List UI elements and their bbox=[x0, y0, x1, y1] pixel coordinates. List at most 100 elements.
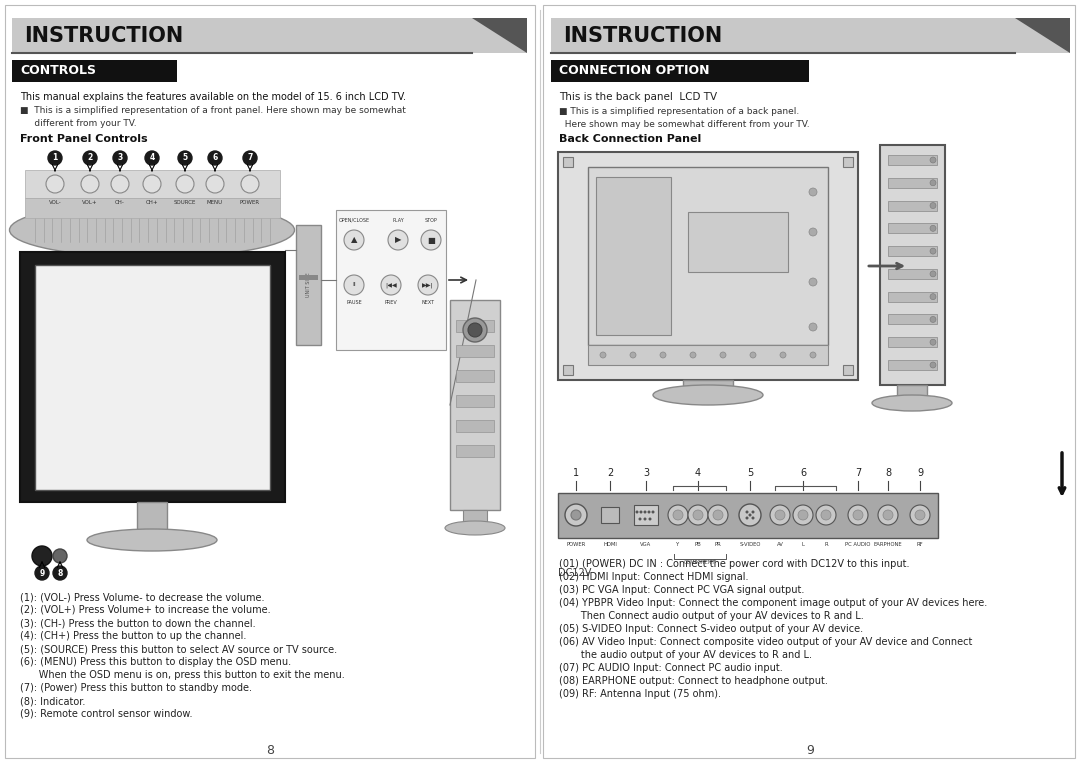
Circle shape bbox=[669, 505, 688, 525]
FancyBboxPatch shape bbox=[888, 155, 937, 165]
Text: 3: 3 bbox=[118, 153, 123, 163]
FancyBboxPatch shape bbox=[456, 420, 494, 432]
Text: 5: 5 bbox=[183, 153, 188, 163]
FancyBboxPatch shape bbox=[588, 167, 828, 345]
Circle shape bbox=[345, 275, 364, 295]
Text: 8: 8 bbox=[266, 743, 274, 756]
Circle shape bbox=[793, 505, 813, 525]
Text: (1): (VOL-) Press Volume- to decrease the volume.: (1): (VOL-) Press Volume- to decrease th… bbox=[21, 592, 265, 602]
Text: different from your TV.: different from your TV. bbox=[21, 119, 137, 128]
Circle shape bbox=[638, 517, 642, 520]
FancyBboxPatch shape bbox=[897, 385, 927, 403]
FancyBboxPatch shape bbox=[596, 177, 671, 335]
Text: UNIT SIDE: UNIT SIDE bbox=[306, 272, 311, 298]
Ellipse shape bbox=[10, 202, 295, 257]
Text: (05) S-VIDEO Input: Connect S-video output of your AV device.: (05) S-VIDEO Input: Connect S-video outp… bbox=[559, 624, 863, 634]
Circle shape bbox=[853, 510, 863, 520]
Circle shape bbox=[752, 510, 755, 513]
Ellipse shape bbox=[87, 529, 217, 551]
Circle shape bbox=[571, 510, 581, 520]
Text: PLAY: PLAY bbox=[392, 218, 404, 223]
FancyBboxPatch shape bbox=[888, 246, 937, 256]
Circle shape bbox=[565, 504, 588, 526]
FancyBboxPatch shape bbox=[688, 212, 788, 272]
Circle shape bbox=[673, 510, 683, 520]
Circle shape bbox=[745, 510, 748, 513]
Circle shape bbox=[848, 505, 868, 525]
Circle shape bbox=[780, 352, 786, 358]
Text: (08) EARPHONE output: Connect to headphone output.: (08) EARPHONE output: Connect to headpho… bbox=[559, 676, 828, 686]
Text: CONTROLS: CONTROLS bbox=[21, 65, 96, 78]
Text: CH+: CH+ bbox=[146, 200, 159, 205]
Circle shape bbox=[930, 340, 936, 345]
FancyBboxPatch shape bbox=[12, 60, 177, 82]
Circle shape bbox=[775, 510, 785, 520]
FancyBboxPatch shape bbox=[634, 505, 658, 525]
Text: ▶▶|: ▶▶| bbox=[422, 282, 434, 288]
FancyBboxPatch shape bbox=[336, 210, 446, 350]
Circle shape bbox=[930, 317, 936, 323]
Text: ▲: ▲ bbox=[351, 236, 357, 244]
FancyBboxPatch shape bbox=[551, 18, 1070, 53]
Text: 6: 6 bbox=[213, 153, 218, 163]
Circle shape bbox=[930, 157, 936, 163]
Text: VGA: VGA bbox=[640, 542, 651, 547]
FancyBboxPatch shape bbox=[25, 170, 280, 198]
Text: ▶: ▶ bbox=[395, 236, 402, 244]
Circle shape bbox=[809, 228, 816, 236]
Circle shape bbox=[630, 352, 636, 358]
FancyBboxPatch shape bbox=[543, 5, 1075, 758]
Circle shape bbox=[810, 352, 816, 358]
Text: 4: 4 bbox=[694, 468, 701, 478]
FancyBboxPatch shape bbox=[888, 360, 937, 370]
Text: Here shown may be somewhat different from your TV.: Here shown may be somewhat different fro… bbox=[559, 120, 810, 129]
Text: Back Connection Panel: Back Connection Panel bbox=[559, 134, 701, 144]
FancyBboxPatch shape bbox=[299, 275, 318, 280]
Circle shape bbox=[651, 510, 654, 513]
Circle shape bbox=[821, 510, 831, 520]
Text: This manual explains the features available on the model of 15. 6 inch LCD TV.: This manual explains the features availa… bbox=[21, 92, 406, 102]
Circle shape bbox=[635, 510, 638, 513]
Circle shape bbox=[752, 517, 755, 520]
Circle shape bbox=[883, 510, 893, 520]
Circle shape bbox=[748, 513, 752, 517]
Circle shape bbox=[600, 352, 606, 358]
Circle shape bbox=[816, 505, 836, 525]
Circle shape bbox=[35, 566, 49, 580]
Circle shape bbox=[930, 294, 936, 300]
Text: 8: 8 bbox=[885, 468, 891, 478]
Circle shape bbox=[111, 175, 129, 193]
Circle shape bbox=[53, 566, 67, 580]
Text: VOL-: VOL- bbox=[49, 200, 62, 205]
Text: (5): (SOURCE) Press this button to select AV source or TV source.: (5): (SOURCE) Press this button to selec… bbox=[21, 644, 337, 654]
Ellipse shape bbox=[872, 395, 951, 411]
FancyBboxPatch shape bbox=[563, 157, 573, 167]
Circle shape bbox=[81, 175, 99, 193]
Text: 5: 5 bbox=[747, 468, 753, 478]
Text: Front Panel Controls: Front Panel Controls bbox=[21, 134, 148, 144]
Text: CONNECTION OPTION: CONNECTION OPTION bbox=[559, 65, 710, 78]
Text: II: II bbox=[352, 282, 356, 288]
Circle shape bbox=[178, 151, 192, 165]
Text: 2: 2 bbox=[87, 153, 93, 163]
Text: 7: 7 bbox=[855, 468, 861, 478]
FancyBboxPatch shape bbox=[463, 510, 487, 528]
Circle shape bbox=[648, 510, 650, 513]
Circle shape bbox=[809, 323, 816, 331]
Text: PR: PR bbox=[715, 542, 721, 547]
Circle shape bbox=[693, 510, 703, 520]
Text: (6): (MENU) Press this button to display the OSD menu.: (6): (MENU) Press this button to display… bbox=[21, 657, 292, 667]
Circle shape bbox=[388, 230, 408, 250]
FancyBboxPatch shape bbox=[456, 370, 494, 382]
Text: STOP: STOP bbox=[424, 218, 437, 223]
Text: RF: RF bbox=[917, 542, 923, 547]
Text: the audio output of your AV devices to R and L.: the audio output of your AV devices to R… bbox=[559, 650, 812, 660]
Circle shape bbox=[688, 505, 708, 525]
Circle shape bbox=[243, 151, 257, 165]
Circle shape bbox=[690, 352, 696, 358]
Text: (04) YPBPR Video Input: Connect the component image output of your AV devices he: (04) YPBPR Video Input: Connect the comp… bbox=[559, 598, 987, 608]
Ellipse shape bbox=[445, 521, 505, 535]
FancyBboxPatch shape bbox=[137, 502, 167, 537]
Circle shape bbox=[930, 202, 936, 208]
FancyBboxPatch shape bbox=[25, 198, 280, 218]
